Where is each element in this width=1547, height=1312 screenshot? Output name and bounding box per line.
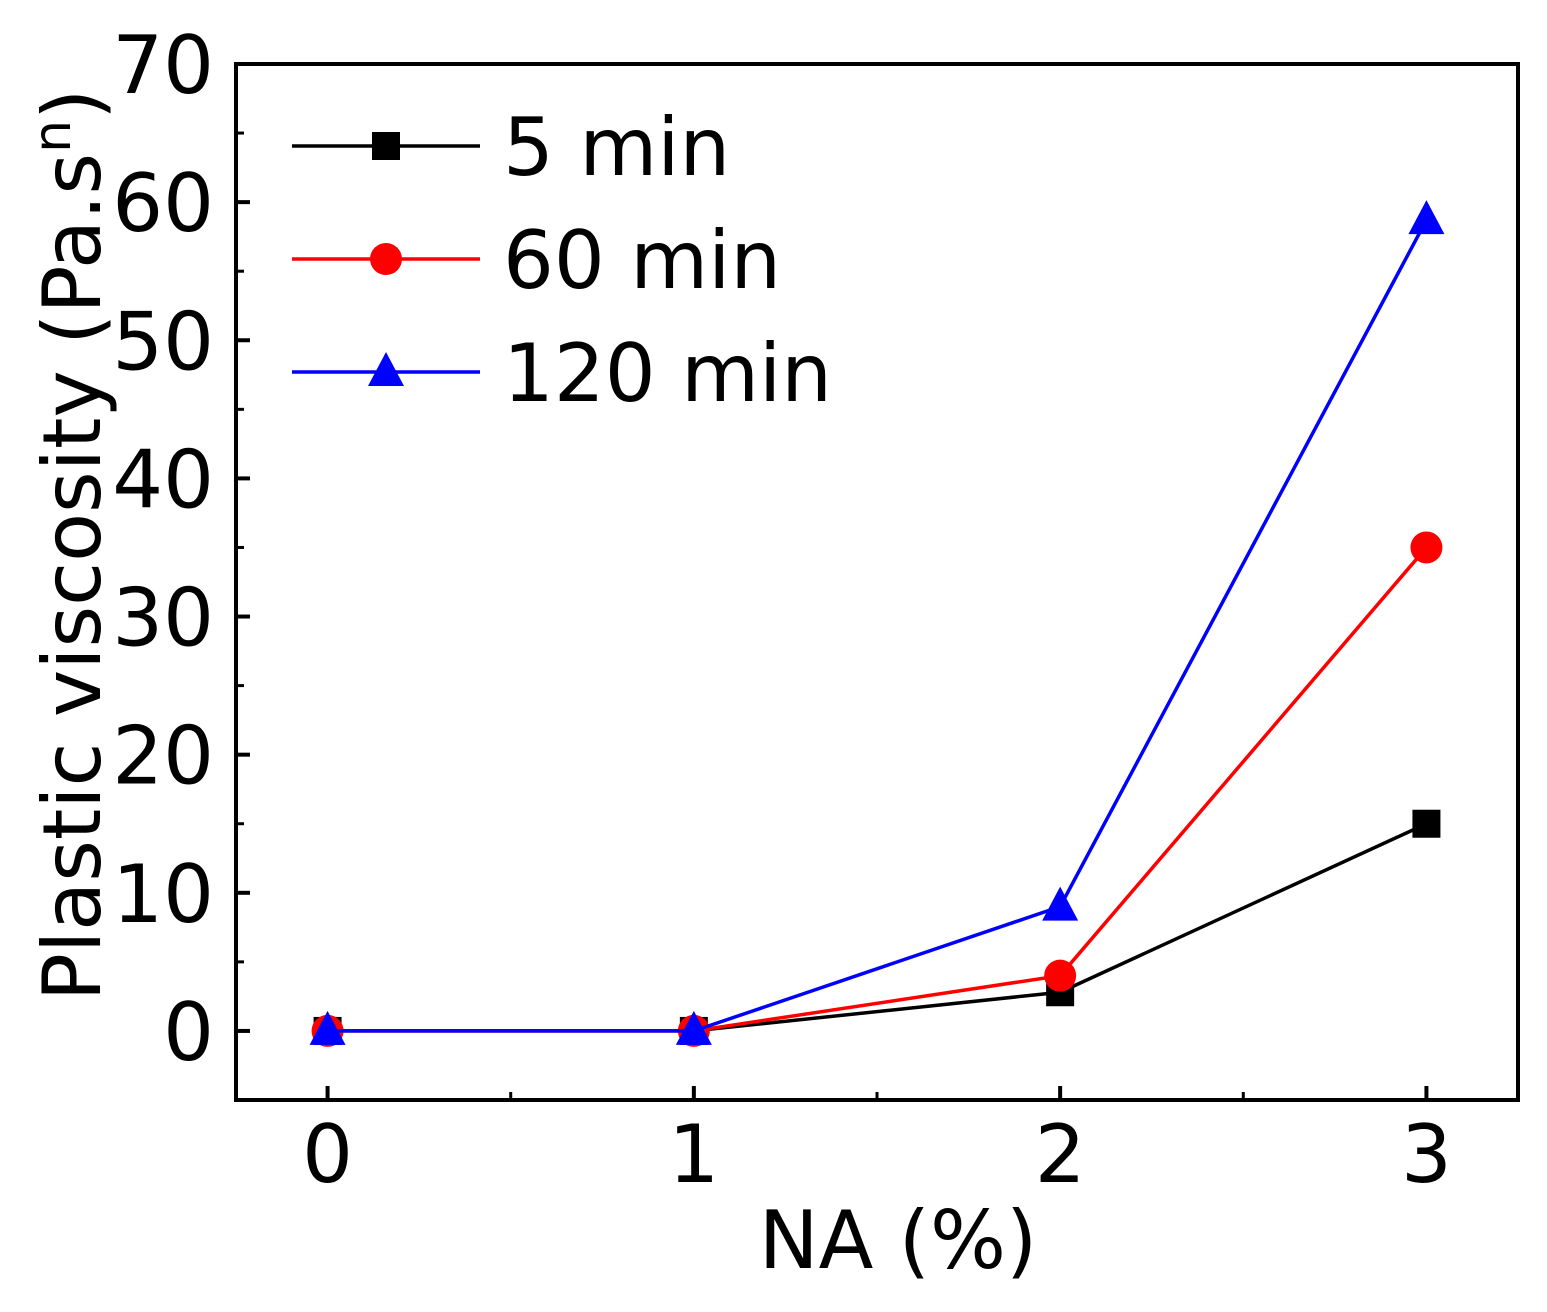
y-tick-label: 20: [112, 710, 214, 803]
y-axis-title: Plastic viscosity (Pa.sn): [23, 89, 119, 1002]
data-point: [1044, 959, 1077, 992]
legend-label: 5 min: [503, 101, 730, 194]
x-tick-label: 2: [1035, 1108, 1086, 1201]
y-tick-label: 40: [112, 433, 214, 526]
legend-item: 60 min: [292, 214, 781, 307]
y-tick-label: 0: [163, 986, 214, 1079]
legend-item: 5 min: [292, 101, 730, 194]
y-axis-title-superscript: n: [23, 120, 83, 153]
legend-marker: [368, 352, 404, 386]
y-axis-title-main: Plastic viscosity (Pa.s: [26, 153, 119, 1001]
series-5-min: [313, 809, 1441, 1045]
y-axis-title-close: ): [26, 89, 119, 120]
data-point: [309, 1010, 346, 1045]
x-axis: 0 1 2 3: [302, 1086, 1452, 1201]
legend-label: 120 min: [503, 327, 832, 420]
y-axis: 0 10 20 30 40 50 60 70: [112, 19, 250, 1079]
y-tick-label: 10: [112, 848, 214, 941]
series-line: [327, 219, 1428, 1033]
x-tick-label: 0: [302, 1108, 353, 1201]
legend-label: 60 min: [503, 214, 781, 307]
legend-marker: [372, 132, 400, 160]
x-axis-title: NA (%): [759, 1194, 1037, 1287]
series-120-min: [309, 200, 1445, 1045]
legend-marker: [370, 243, 402, 275]
y-tick-label: 60: [112, 157, 214, 250]
y-tick-label: 30: [112, 572, 214, 665]
series-line: [327, 822, 1428, 1033]
data-point: [1042, 886, 1079, 921]
data-point: [1408, 200, 1445, 235]
x-tick-label: 1: [668, 1108, 719, 1201]
legend: 5 min 60 min 120 min: [292, 101, 832, 420]
x-tick-label: 3: [1401, 1108, 1452, 1201]
y-tick-label: 50: [112, 295, 214, 388]
data-point: [1410, 531, 1443, 564]
data-point: [1412, 809, 1441, 838]
legend-item: 120 min: [292, 327, 832, 420]
series-line: [327, 546, 1428, 1033]
series-layer: [309, 200, 1445, 1047]
y-tick-label: 70: [112, 19, 214, 112]
plot-frame: [234, 62, 1520, 1102]
data-point: [675, 1010, 712, 1045]
